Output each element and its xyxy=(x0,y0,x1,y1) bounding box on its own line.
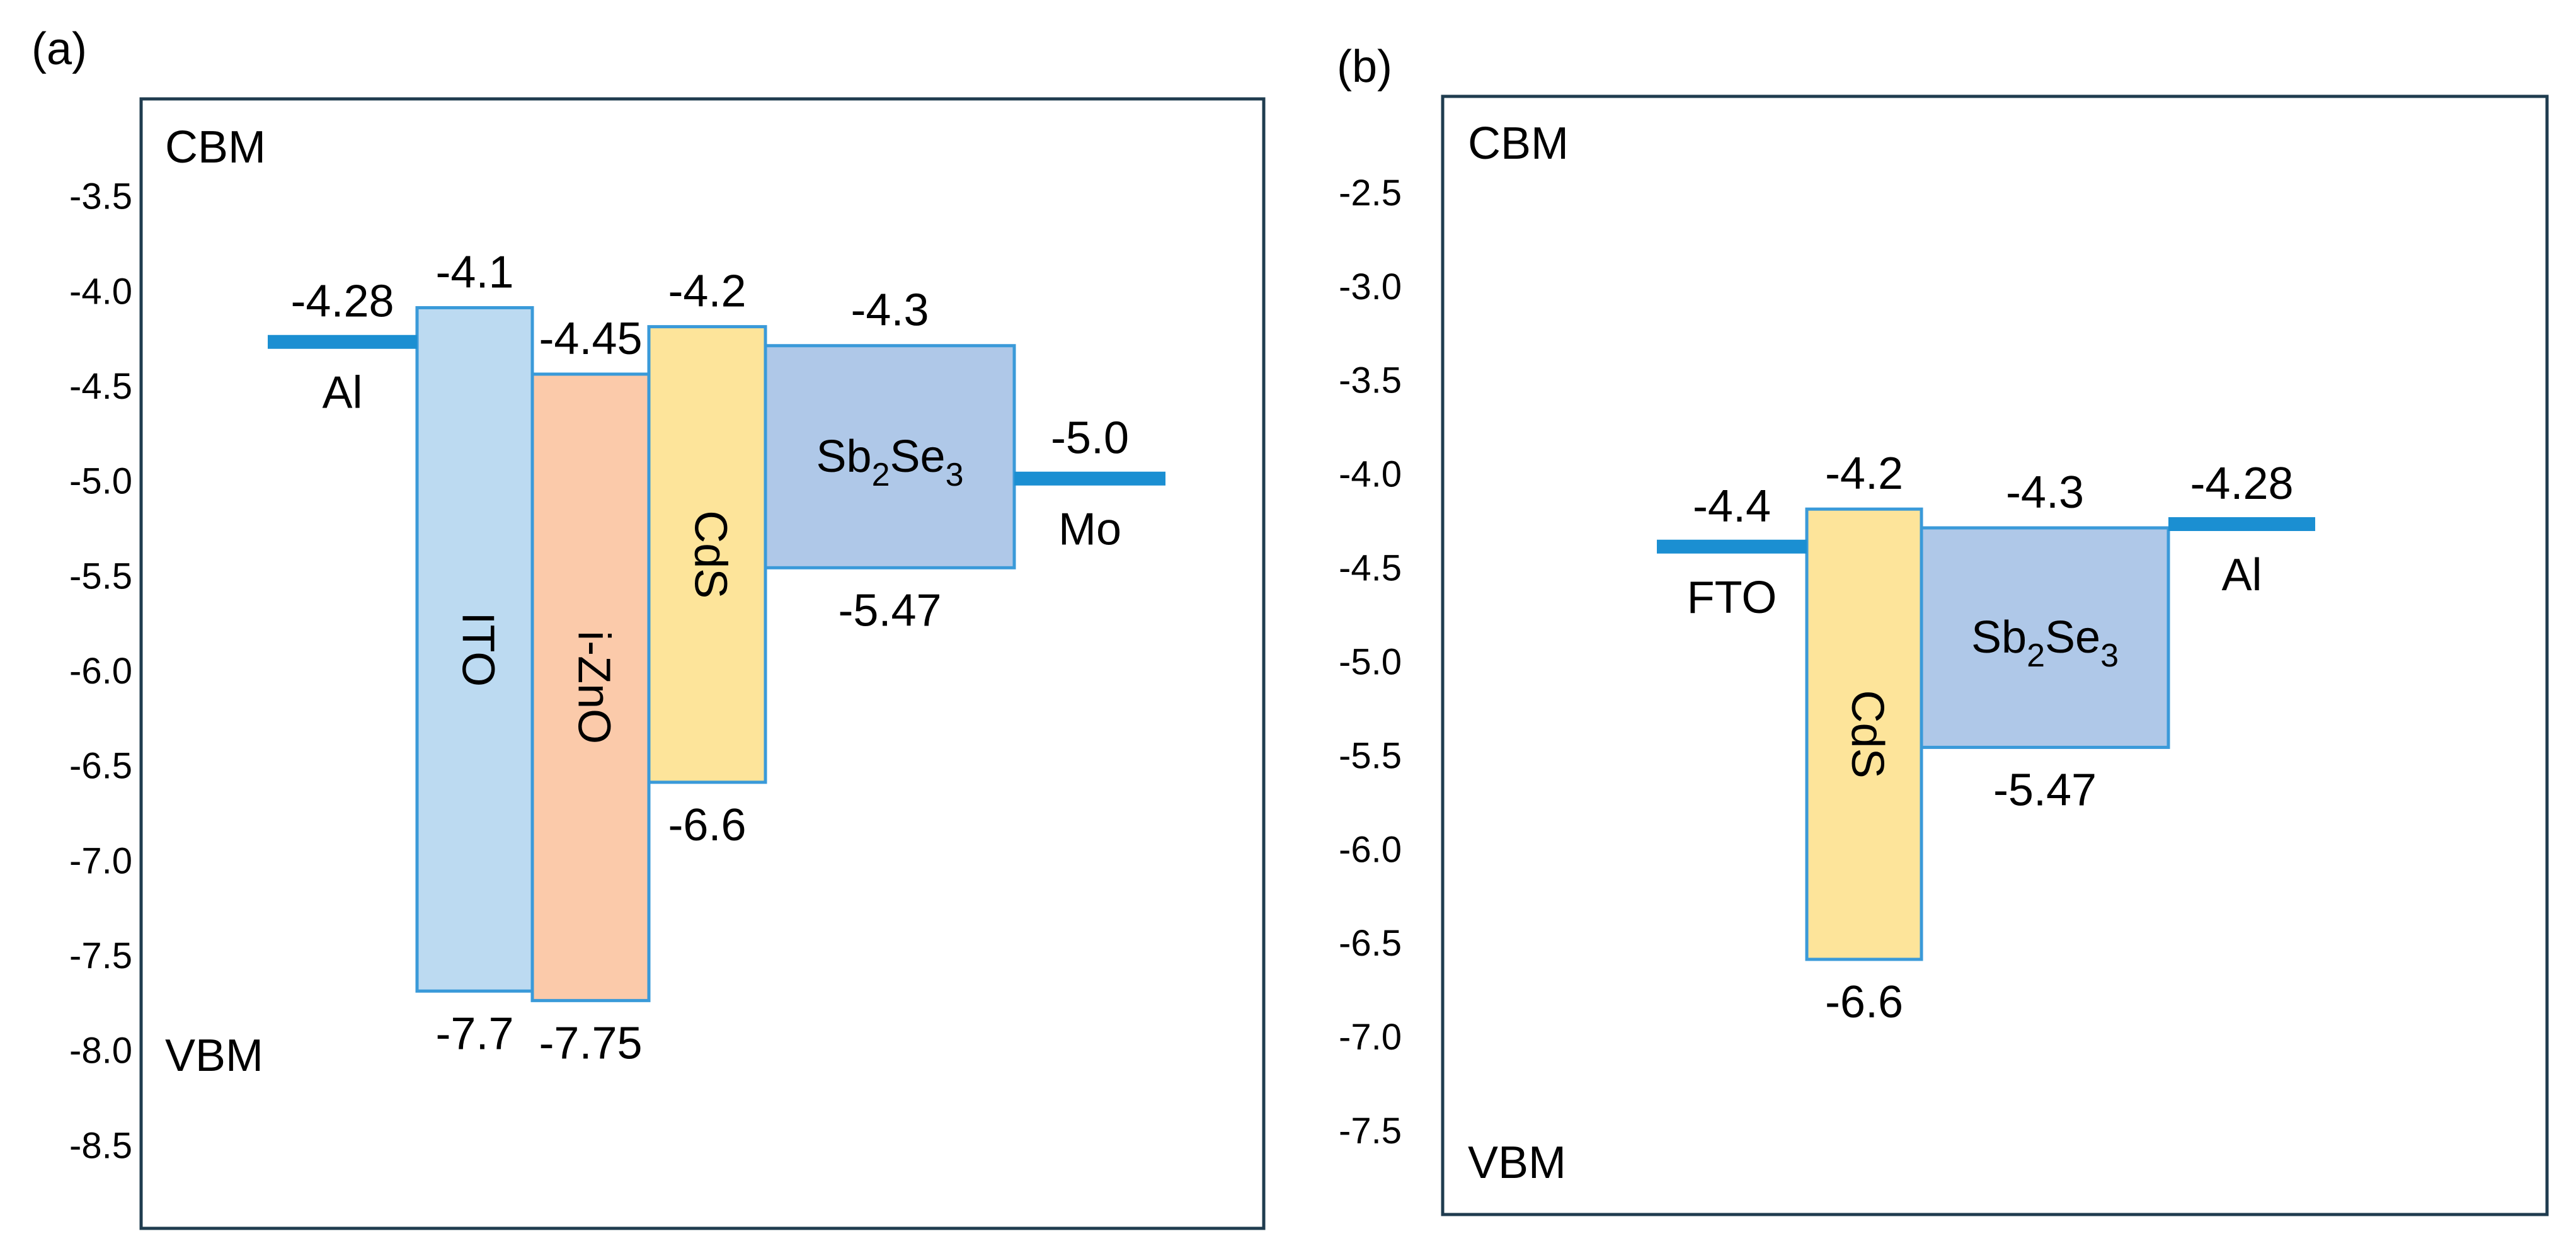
panel-b-axis-tick: -4.0 xyxy=(1339,454,1402,495)
panel-b-layer-name-sb2se3: Sb2Se3 xyxy=(1971,612,2119,674)
panel-a-layer-name-ito: ITO xyxy=(452,612,503,687)
panel-b-tag: (b) xyxy=(1337,42,1392,92)
panel-a-axis-tick: -4.0 xyxy=(69,271,132,312)
panel-b-axis-tick: -7.0 xyxy=(1339,1017,1402,1058)
panel-b-axis-tick: -3.5 xyxy=(1339,360,1402,401)
panel-a-axis-tick: -7.0 xyxy=(69,840,132,881)
panel-a-sb2se3-sub2: 3 xyxy=(946,457,964,493)
panel-a-electrode-mo-value: -5.0 xyxy=(1051,413,1129,464)
panel-b-axis-tick: -4.5 xyxy=(1339,548,1402,589)
panel-b-cbm-value-sb2se3: -4.3 xyxy=(2006,467,2084,518)
panel-a-electrode-mo-name: Mo xyxy=(1058,505,1121,555)
panel-b-electrode-fto-name: FTO xyxy=(1687,573,1777,623)
panel-b-vbm-value-sb2se3: -5.47 xyxy=(1993,765,2097,815)
panel-a-vbm-value-i-zno: -7.75 xyxy=(539,1018,642,1068)
panel-a-vbm-value-ito: -7.7 xyxy=(435,1009,513,1059)
panel-a-layer-cds xyxy=(647,325,767,784)
panel-a-axis-tick: -5.5 xyxy=(69,556,132,597)
panel-b-sb2se3-name_main: Sb xyxy=(1971,612,2027,663)
panel-a-vbm-value-cds: -6.6 xyxy=(668,800,746,850)
panel-b-sb2se3-name_mid: Se xyxy=(2045,612,2100,663)
panel-a-axis-tick: -5.0 xyxy=(69,461,132,502)
panel-b-axis-tick: -6.5 xyxy=(1339,923,1402,964)
panel-a-layer-sb2se3 xyxy=(764,344,1016,569)
panel-b-cbm-label: CBM xyxy=(1468,118,1569,169)
panel-b-vbm-label: VBM xyxy=(1468,1138,1566,1188)
panel-a-sb2se3-name_main: Sb xyxy=(816,432,872,482)
panel-b-electrode-fto-value: -4.4 xyxy=(1693,481,1771,532)
panel-b-axis-tick: -2.5 xyxy=(1339,173,1402,214)
panel-b-axis-tick: -7.5 xyxy=(1339,1111,1402,1152)
panel-a-cbm-value-i-zno: -4.45 xyxy=(539,314,642,364)
panel-b-electrode-al-name: Al xyxy=(2221,550,2262,600)
panel-a-tag: (a) xyxy=(31,24,87,74)
panel-a-axis-tick: -8.5 xyxy=(69,1125,132,1166)
panel-b-layer-name-cds: CdS xyxy=(1842,690,1892,779)
panel-a-sb2se3-sub1: 2 xyxy=(872,457,890,493)
panel-b-axis-tick: -6.0 xyxy=(1339,829,1402,870)
panel-b: (b) CBM VBM -2.5 -3.0 -3.5 -4.0 -4.5 -5.0 -5.5… xyxy=(1337,42,2549,1216)
panel-b-sb2se3-sub2: 3 xyxy=(2100,637,2119,674)
panel-a-layer-name-i-zno: i-ZnO xyxy=(568,631,619,744)
panel-a-electrode-al-name: Al xyxy=(322,368,362,418)
panel-a-cbm-label: CBM xyxy=(165,122,266,173)
panel-b-axis-tick: -3.0 xyxy=(1339,266,1402,307)
panel-b-layer-cds xyxy=(1805,507,1923,961)
panel-a-sb2se3-name_mid: Se xyxy=(890,432,946,482)
panel-b-axis-tick: -5.5 xyxy=(1339,735,1402,776)
panel-a: (a) CBM VBM -3.5 -4.0 -4.5 -5.0 -5.5 -6.0 -6.5… xyxy=(31,24,1266,1230)
panel-a-axis-tick: -3.5 xyxy=(69,176,132,217)
panel-a-layer-name-cds: CdS xyxy=(685,510,735,598)
panel-b-vbm-value-cds: -6.6 xyxy=(1825,977,1903,1027)
panel-b-electrode-al-value: -4.28 xyxy=(2190,459,2293,509)
panel-a-axis: -3.5 -4.0 -4.5 -5.0 -5.5 -6.0 -6.5 -7.0 -7.5 -8.0… xyxy=(69,176,132,1167)
panel-a-vbm-value-sb2se3: -5.47 xyxy=(838,585,941,636)
panel-b-layer-sb2se3 xyxy=(1920,526,2170,749)
panel-a-vbm-label: VBM xyxy=(165,1031,263,1081)
panel-b-axis-tick: -5.0 xyxy=(1339,641,1402,682)
panel-a-cbm-value-cds: -4.2 xyxy=(668,266,746,317)
panel-a-axis-tick: -4.5 xyxy=(69,366,132,407)
panel-a-frame xyxy=(139,97,1266,1230)
panel-b-cbm-value-cds: -4.2 xyxy=(1825,449,1903,499)
panel-a-cbm-value-sb2se3: -4.3 xyxy=(850,285,929,336)
panel-a-axis-tick: -7.5 xyxy=(69,935,132,976)
panel-b-sb2se3-sub1: 2 xyxy=(2027,637,2045,674)
panel-a-layers: ITO -4.1 -7.7 i-ZnO -4.45 -7.75 CdS -4.2 -6.6 Sb2… xyxy=(415,247,1016,1068)
panel-b-frame xyxy=(1441,94,2549,1216)
panel-a-axis-tick: -8.0 xyxy=(69,1031,132,1072)
panel-a-axis-tick: -6.5 xyxy=(69,746,132,787)
panel-b-layers: CdS -4.2 -6.6 Sb2Se3 -4.3 -5.47 xyxy=(1805,449,2170,1027)
panel-b-electrodes: -4.4 FTO -4.28 Al xyxy=(1657,459,2315,623)
panel-a-electrode-al-value: -4.28 xyxy=(290,277,394,327)
panel-a-axis-tick: -6.0 xyxy=(69,651,132,692)
panel-a-layer-name-sb2se3: Sb2Se3 xyxy=(816,432,964,493)
panel-b-axis: -2.5 -3.0 -3.5 -4.0 -4.5 -5.0 -5.5 -6.0 -6.5 -7.0… xyxy=(1339,173,1402,1152)
panel-a-cbm-value-ito: -4.1 xyxy=(435,247,513,297)
panel-a-electrodes: -4.28 Al -5.0 Mo xyxy=(268,277,1165,555)
